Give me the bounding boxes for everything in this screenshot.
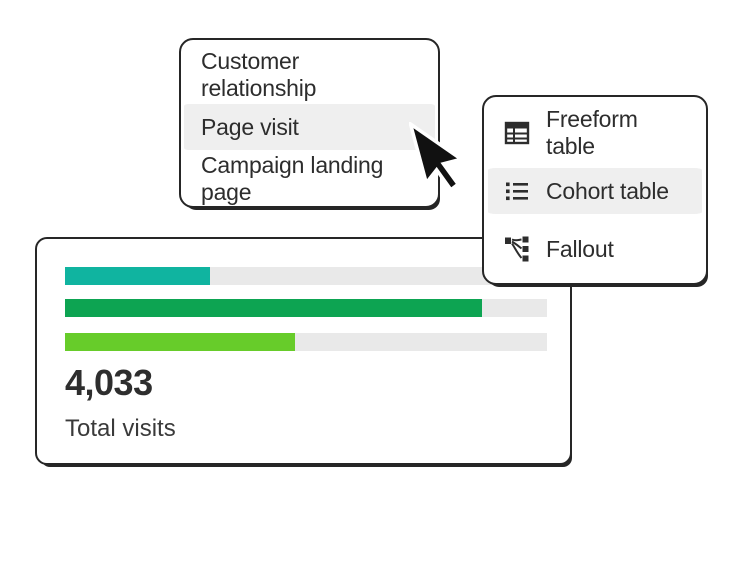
bar-track [65,333,547,351]
visualization-dropdown-menu: Freeform table Cohort table [482,95,708,285]
menu-item-freeform-table[interactable]: Freeform table [488,104,702,162]
menu-item-page-visit[interactable]: Page visit [184,101,435,153]
metric-value: 4,033 [65,362,153,403]
fallout-icon [505,236,529,262]
mouse-cursor-icon [409,122,465,193]
menu-item-label: Fallout [546,235,614,262]
bar-track [65,299,547,317]
cohort-table-icon [506,182,528,201]
metric-label: Total visits [65,415,176,442]
total-visits-card: 4,033 Total visits [35,237,572,465]
bar-fill-green [65,299,482,317]
menu-item-fallout[interactable]: Fallout [488,220,702,278]
menu-item-label: Campaign landing page [201,152,384,205]
menu-item-label: Cohort table [546,177,669,204]
menu-item-campaign-landing-page[interactable]: Campaign landing page [184,152,435,205]
bar-fill-teal [65,267,211,285]
menu-item-label: Page visit [201,113,299,140]
bar-fill-lime [65,333,295,351]
menu-item-label: Customer relationship [201,48,317,101]
menu-item-customer-relationship[interactable]: Customer relationship [184,48,435,101]
menu-item-cohort-table[interactable]: Cohort table [488,162,702,220]
dimension-dropdown-menu: Customer relationship Page visit Campaig… [179,38,440,208]
freeform-table-icon [504,121,530,145]
menu-item-label: Freeform table [546,106,638,159]
bar-track [65,267,547,285]
